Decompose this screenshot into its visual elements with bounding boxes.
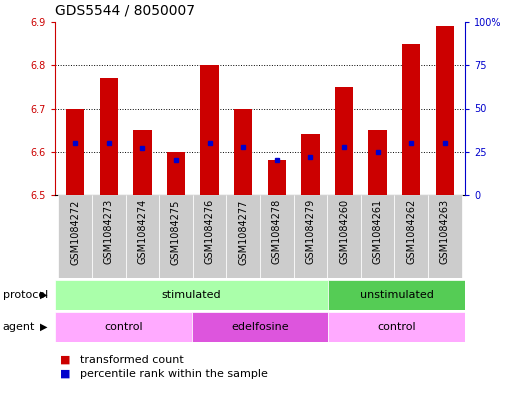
Bar: [268, 160, 286, 195]
Bar: [193, 195, 226, 278]
Bar: [436, 26, 454, 195]
Bar: [293, 195, 327, 278]
Bar: [368, 130, 387, 195]
Bar: [126, 195, 159, 278]
Bar: [335, 87, 353, 195]
Bar: [234, 108, 252, 195]
Bar: [260, 195, 293, 278]
Text: GSM1084276: GSM1084276: [205, 199, 214, 264]
Bar: [327, 195, 361, 278]
Text: percentile rank within the sample: percentile rank within the sample: [80, 369, 267, 379]
Text: GSM1084263: GSM1084263: [440, 199, 450, 264]
Text: GSM1084278: GSM1084278: [272, 199, 282, 264]
Text: GSM1084272: GSM1084272: [70, 199, 80, 264]
Text: ■: ■: [60, 355, 74, 365]
Bar: [394, 195, 428, 278]
Text: control: control: [378, 322, 416, 332]
Bar: [159, 195, 193, 278]
Bar: [428, 195, 462, 278]
Text: edelfosine: edelfosine: [231, 322, 289, 332]
Bar: [192, 312, 328, 342]
Bar: [55, 312, 192, 342]
Bar: [133, 130, 152, 195]
Text: transformed count: transformed count: [80, 355, 183, 365]
Bar: [328, 312, 465, 342]
Text: GSM1084279: GSM1084279: [305, 199, 315, 264]
Text: protocol: protocol: [3, 290, 48, 300]
Bar: [402, 44, 421, 195]
Bar: [55, 280, 328, 310]
Bar: [100, 78, 118, 195]
Text: GSM1084261: GSM1084261: [372, 199, 383, 264]
Text: GSM1084274: GSM1084274: [137, 199, 147, 264]
Bar: [167, 152, 185, 195]
Text: GDS5544 / 8050007: GDS5544 / 8050007: [55, 3, 195, 17]
Text: GSM1084260: GSM1084260: [339, 199, 349, 264]
Bar: [361, 195, 394, 278]
Text: GSM1084277: GSM1084277: [238, 199, 248, 264]
Text: GSM1084273: GSM1084273: [104, 199, 114, 264]
Text: unstimulated: unstimulated: [360, 290, 433, 300]
Text: ▶: ▶: [40, 290, 47, 300]
Text: GSM1084262: GSM1084262: [406, 199, 416, 264]
Text: GSM1084275: GSM1084275: [171, 199, 181, 264]
Text: ■: ■: [60, 369, 74, 379]
Text: agent: agent: [3, 322, 35, 332]
Bar: [66, 108, 85, 195]
Bar: [201, 65, 219, 195]
Bar: [328, 280, 465, 310]
Text: stimulated: stimulated: [162, 290, 222, 300]
Bar: [301, 134, 320, 195]
Bar: [226, 195, 260, 278]
Bar: [58, 195, 92, 278]
Bar: [92, 195, 126, 278]
Text: control: control: [104, 322, 143, 332]
Text: ▶: ▶: [40, 322, 47, 332]
